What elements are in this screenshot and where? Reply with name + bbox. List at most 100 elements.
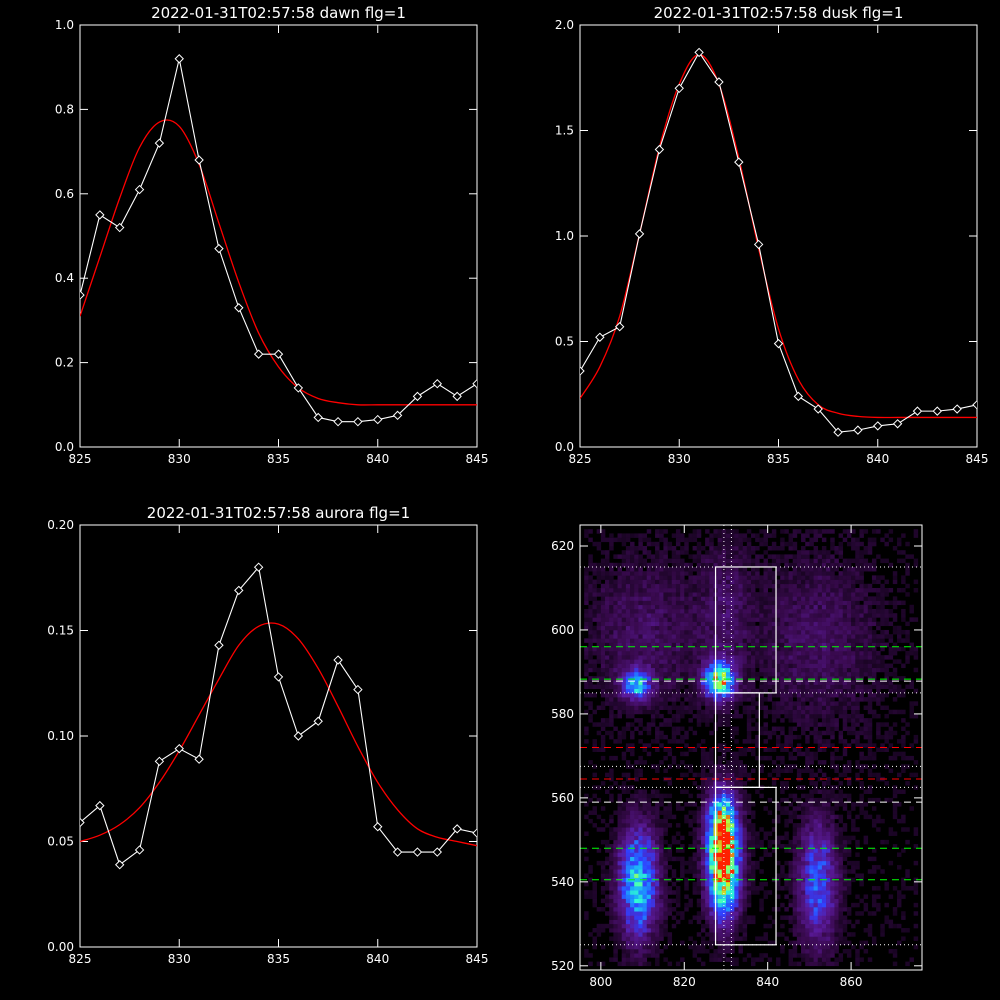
heatmap-cell xyxy=(655,886,660,891)
heatmap-cell xyxy=(834,659,839,664)
heatmap-cell xyxy=(801,802,806,807)
heatmap-cell xyxy=(650,617,656,622)
heatmap-cell xyxy=(613,600,618,606)
heatmap-cell xyxy=(642,688,648,694)
heatmap-cell xyxy=(650,839,656,845)
heatmap-cell xyxy=(717,944,723,950)
heatmap-cell xyxy=(888,919,894,925)
heatmap-cell xyxy=(605,684,610,690)
heatmap-cell xyxy=(671,839,677,845)
heatmap-cell xyxy=(809,961,814,967)
heatmap-cell xyxy=(705,676,710,681)
heatmap-cell xyxy=(734,613,739,618)
heatmap-cell xyxy=(675,596,681,601)
heatmap-cell xyxy=(788,613,794,618)
heatmap-cell xyxy=(642,659,648,664)
heatmap-cell xyxy=(855,650,860,656)
heatmap-cell xyxy=(830,902,835,908)
heatmap-cell xyxy=(705,873,710,878)
heatmap-cell xyxy=(830,705,835,711)
heatmap-cell xyxy=(613,713,618,719)
heatmap-cell xyxy=(634,726,639,732)
heatmap-cell xyxy=(671,701,677,706)
heatmap-cell xyxy=(630,621,635,627)
heatmap-cell xyxy=(709,852,714,857)
heatmap-cell xyxy=(638,814,643,820)
heatmap-cell xyxy=(763,676,768,681)
heatmap-cell xyxy=(625,911,631,916)
heatmap-cell xyxy=(809,600,814,606)
heatmap-cell xyxy=(709,835,714,841)
heatmap-cell xyxy=(609,718,614,723)
heatmap-cell xyxy=(742,890,748,895)
heatmap-cell xyxy=(700,604,706,610)
heatmap-cell xyxy=(617,709,623,715)
heatmap-cell xyxy=(709,873,714,878)
heatmap-cell xyxy=(892,659,898,664)
heatmap-cell xyxy=(821,881,827,887)
heatmap-cell xyxy=(688,667,693,673)
heatmap-cell xyxy=(642,810,648,815)
heatmap-cell xyxy=(888,600,894,606)
heatmap-cell xyxy=(588,760,593,765)
heatmap-cell xyxy=(751,659,756,664)
heatmap-cell xyxy=(805,650,810,656)
heatmap-cell xyxy=(605,604,610,610)
heatmap-cell xyxy=(784,638,789,643)
heatmap-cell xyxy=(851,600,856,606)
heatmap-cell xyxy=(821,617,827,622)
heatmap-cell xyxy=(738,592,743,597)
heatmap-cell xyxy=(638,739,643,744)
heatmap-cell xyxy=(792,877,798,883)
heatmap-cell xyxy=(830,911,835,916)
heatmap-cell xyxy=(842,688,848,694)
heatmap-cell xyxy=(784,659,789,664)
heatmap-cell xyxy=(663,650,668,656)
heatmap-cell xyxy=(617,932,623,937)
heatmap-cell xyxy=(709,655,714,660)
heatmap-cell xyxy=(592,659,597,664)
heatmap-cell xyxy=(705,814,710,820)
heatmap-cell xyxy=(776,764,781,769)
heatmap-cell xyxy=(842,890,848,895)
heatmap-cell xyxy=(638,596,643,601)
heatmap-cell xyxy=(667,902,673,908)
heatmap-cell xyxy=(759,886,764,891)
heatmap-cell xyxy=(826,911,831,916)
heatmap-cell xyxy=(838,772,844,778)
heatmap-cell xyxy=(826,844,831,849)
heatmap-cell xyxy=(730,730,735,736)
heatmap-cell xyxy=(876,886,881,891)
heatmap-cell xyxy=(776,646,781,652)
heatmap-cell xyxy=(705,713,710,719)
heatmap-cell xyxy=(892,751,898,757)
heatmap-cell xyxy=(655,949,660,954)
heatmap-cell xyxy=(755,755,760,761)
heatmap-cell xyxy=(871,676,877,681)
heatmap-cell xyxy=(796,617,802,622)
heatmap-cell xyxy=(692,701,698,706)
heatmap-cell xyxy=(767,608,773,614)
heatmap-cell xyxy=(788,625,794,631)
heatmap-cell xyxy=(592,898,597,904)
heatmap-cell xyxy=(634,902,639,908)
data-point xyxy=(95,210,105,220)
heatmap-cell xyxy=(663,865,668,870)
heatmap-cell xyxy=(592,663,597,669)
heatmap-cell xyxy=(813,772,819,778)
heatmap-cell xyxy=(655,692,660,698)
heatmap-cell xyxy=(584,701,589,706)
heatmap-cell xyxy=(650,667,656,673)
heatmap-cell xyxy=(613,650,618,656)
heatmap-cell xyxy=(759,755,764,761)
heatmap-cell xyxy=(759,957,764,962)
heatmap-cell xyxy=(826,667,831,673)
heatmap-cell xyxy=(592,890,597,895)
heatmap-cell xyxy=(634,718,639,723)
heatmap-cell xyxy=(663,600,668,606)
heatmap-cell xyxy=(830,726,835,732)
heatmap-cell xyxy=(725,680,731,685)
heatmap-cell xyxy=(855,646,860,652)
heatmap-cell xyxy=(655,932,660,937)
heatmap-cell xyxy=(788,814,794,820)
